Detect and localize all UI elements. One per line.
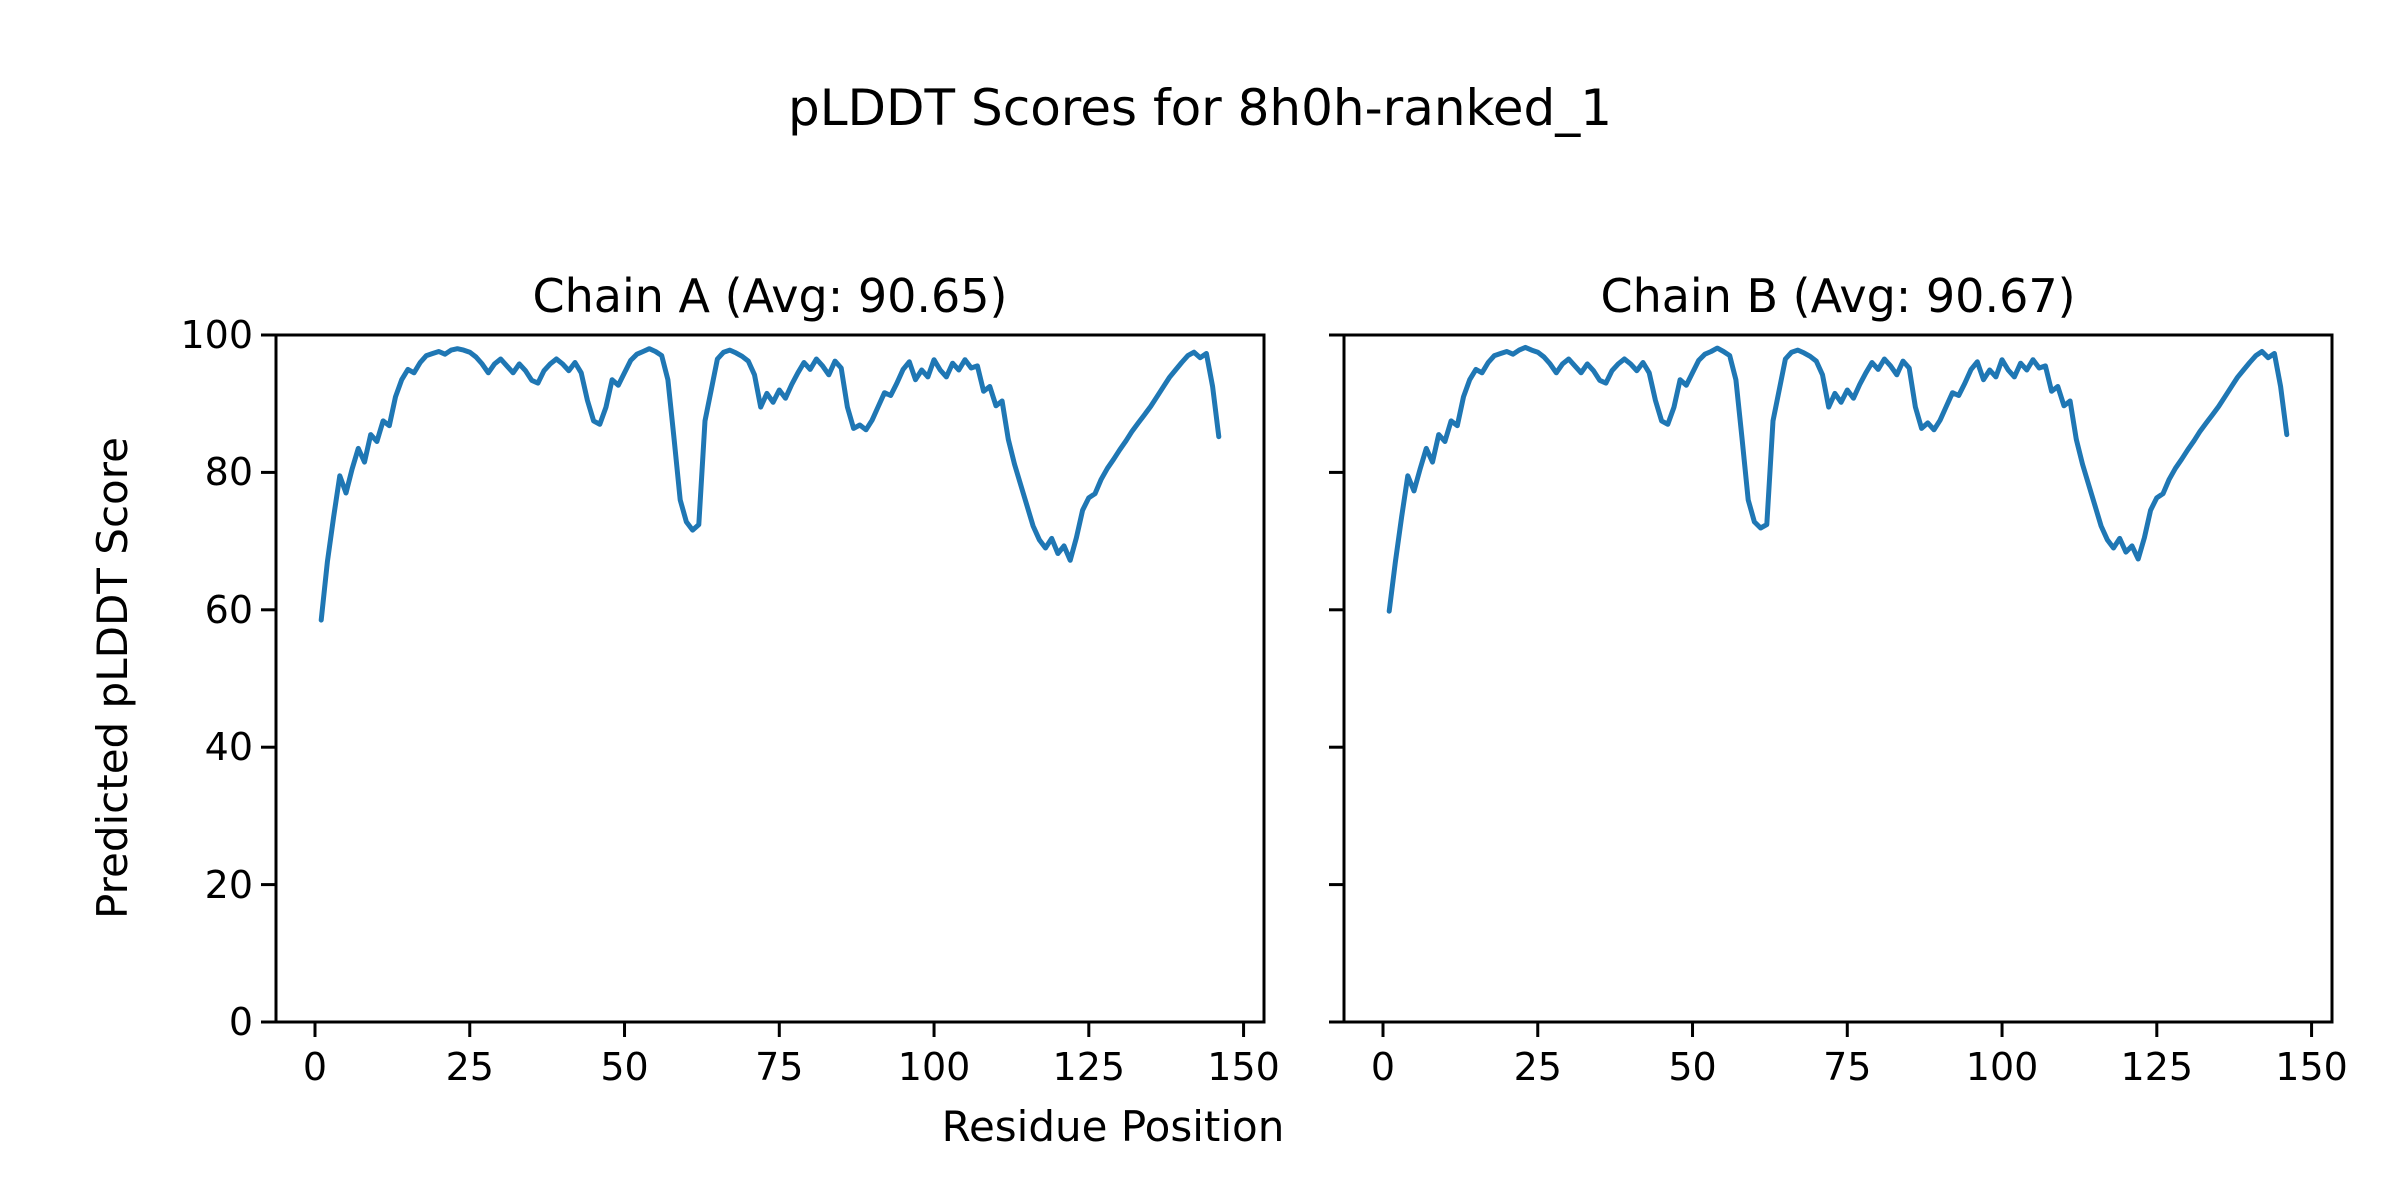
chain-a-x-tick-label: 25 bbox=[445, 1045, 494, 1089]
chain-a-y-tick-label: 100 bbox=[180, 313, 253, 357]
chain-a-axes-box bbox=[274, 333, 1266, 1024]
chain-b-x-tick-label: 75 bbox=[1823, 1045, 1872, 1089]
chain-b-axes-box bbox=[1342, 333, 2334, 1024]
chain-a-y-tick-label: 60 bbox=[204, 587, 253, 632]
chain-b-subplot-title: Chain B (Avg: 90.67) bbox=[1600, 269, 2076, 323]
figure-title: pLDDT Scores for 8h0h-ranked_1 bbox=[787, 79, 1613, 137]
chain-a-x-tick-label: 0 bbox=[302, 1045, 328, 1089]
chain-a-plddt-line bbox=[318, 346, 1222, 623]
chain-a-y-tick-label: 40 bbox=[204, 725, 253, 770]
chain-a-y-tick-label: 20 bbox=[204, 862, 253, 907]
chain-b-x-tick-label: 25 bbox=[1513, 1045, 1562, 1089]
chain-a-y-tick-label: 0 bbox=[228, 1000, 253, 1044]
chain-a-x-tick-label: 75 bbox=[755, 1045, 804, 1089]
chain-b-x-tick-label: 150 bbox=[2275, 1045, 2348, 1089]
chain-b-x-tick-label: 50 bbox=[1668, 1045, 1717, 1089]
x-axis-label: Residue Position bbox=[941, 1102, 1285, 1151]
chain-a-subplot-title: Chain A (Avg: 90.65) bbox=[532, 269, 1008, 323]
chain-b-x-tick-label: 100 bbox=[1965, 1045, 2039, 1089]
chain-a-x-tick-label: 125 bbox=[1052, 1045, 1126, 1089]
chain-b-plddt-line bbox=[1386, 344, 2290, 614]
chain-b-x-tick-label: 125 bbox=[2120, 1045, 2194, 1089]
chain-a-y-tick-label: 80 bbox=[204, 450, 253, 495]
chain-a-x-tick-label: 50 bbox=[600, 1045, 649, 1089]
chain-a-x-tick-label: 100 bbox=[897, 1045, 971, 1089]
chain-b-x-tick-label: 0 bbox=[1370, 1045, 1396, 1089]
chain-a-x-tick-label: 150 bbox=[1207, 1045, 1280, 1089]
